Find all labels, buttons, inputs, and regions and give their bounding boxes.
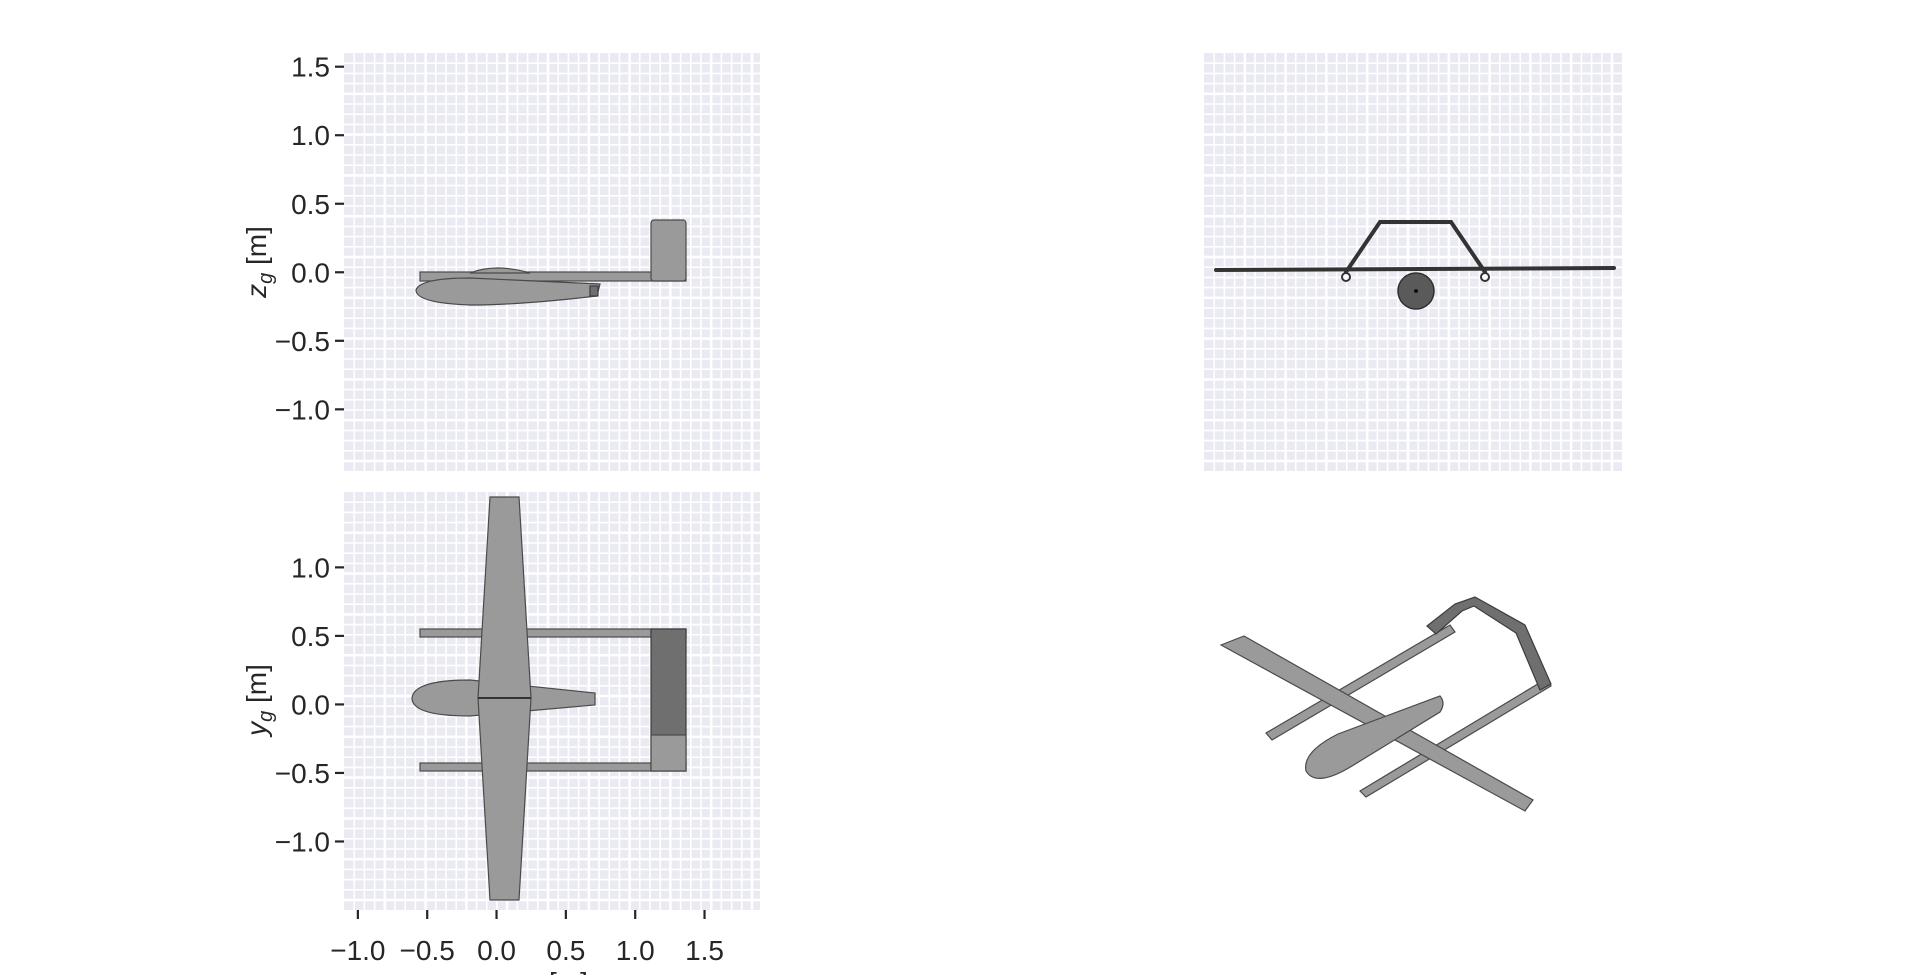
x-tick-label: −0.5: [400, 935, 455, 966]
top-left-boom: [419, 628, 687, 638]
top-view-aircraft: [411, 496, 687, 901]
y-tick-label: 1.5: [291, 52, 330, 83]
x-tick-label: 1.0: [616, 935, 655, 966]
top-y-axis-label: yg [m]: [241, 664, 277, 738]
front-view-background: [1204, 53, 1622, 471]
iso-fuselage: [1305, 695, 1444, 779]
front-fuselage-center: [1414, 289, 1418, 293]
top-x-axis-label: xg [m]: [514, 967, 588, 975]
side-view-y-ticks: 1.5 1.0 0.5 0.0 −0.5 −1.0: [275, 52, 344, 425]
top-view-panel: 1.0 0.5 0.0 −0.5 −1.0 −1.0 −0.5 0.0 0.5 1.0 1.5 y…: [241, 492, 760, 975]
front-wing: [1214, 266, 1616, 272]
x-tick-label: 1.5: [685, 935, 724, 966]
side-view-grid: [344, 53, 760, 471]
top-view-x-ticks: −1.0 −0.5 0.0 0.5 1.0 1.5: [330, 910, 724, 966]
front-left-boom: [1341, 272, 1351, 282]
x-tick-label: 0.0: [477, 935, 516, 966]
top-view-y-ticks: 1.0 0.5 0.0 −0.5 −1.0: [275, 552, 344, 857]
y-tick-label: 0.5: [291, 189, 330, 220]
top-x-label-unit: [m]: [541, 967, 588, 975]
side-fuselage: [415, 277, 601, 306]
top-x-label-main: x: [514, 967, 531, 975]
front-right-boom: [1480, 272, 1490, 282]
side-view-y-label: zg [m]: [241, 226, 277, 299]
top-y-label-main: y: [241, 720, 272, 738]
y-tick-label: −0.5: [275, 326, 330, 357]
top-y-label-unit: [m]: [241, 664, 272, 711]
front-view-panel: [1204, 53, 1622, 471]
side-y-axis-label: zg [m]: [241, 226, 277, 299]
y-tick-label: 0.0: [291, 689, 330, 720]
top-y-label-sub: g: [255, 711, 277, 722]
y-tick-label: 1.0: [291, 120, 330, 151]
iso-right-boom: [1359, 678, 1552, 798]
iso-left-boom: [1265, 624, 1456, 741]
side-y-label-sub: g: [255, 273, 277, 284]
x-tick-label: −1.0: [330, 935, 385, 966]
front-view-grid: [1204, 53, 1622, 471]
y-tick-label: 0.0: [291, 257, 330, 288]
front-view-aircraft: [1214, 220, 1616, 310]
y-tick-label: 0.5: [291, 621, 330, 652]
side-y-label-main: z: [241, 284, 272, 299]
side-view-panel: 1.5 1.0 0.5 0.0 −0.5 −1.0 zg [m]: [241, 52, 760, 471]
side-view-background: [344, 53, 760, 471]
x-tick-label: 0.5: [546, 935, 585, 966]
isometric-view-panel: [1219, 596, 1552, 812]
iso-tail-frame: [1426, 596, 1552, 691]
side-fuselage-tail: [589, 285, 599, 297]
y-tick-label: −1.0: [275, 394, 330, 425]
top-tail-lower: [650, 734, 687, 772]
top-view-y-label: yg [m]: [241, 664, 277, 738]
y-tick-label: −0.5: [275, 758, 330, 789]
side-view-aircraft: [415, 219, 687, 306]
y-tick-label: −1.0: [275, 826, 330, 857]
top-right-boom: [419, 762, 687, 772]
y-tick-label: 1.0: [291, 552, 330, 583]
side-wing-hump: [469, 267, 531, 274]
side-vertical-tail: [650, 219, 687, 282]
side-y-label-unit: [m]: [241, 226, 272, 273]
front-tail-frame: [1344, 220, 1487, 274]
